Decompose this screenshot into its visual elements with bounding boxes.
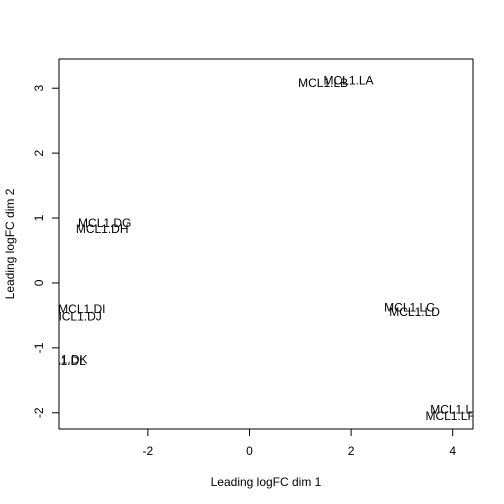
x-axis: -2 0 2 4 [143,429,457,458]
point-label: MCL1.DJ [52,310,102,324]
x-axis-title: Leading logFC dim 1 [211,475,322,489]
y-tick-label: 1 [32,214,46,221]
x-tick-label: -2 [143,444,154,458]
y-tick-label: -2 [32,407,46,418]
y-tick-label: -1 [32,342,46,353]
x-tick-label: 0 [246,444,253,458]
y-axis: -2 -1 0 1 2 3 [32,85,59,419]
x-tick-label: 4 [449,444,456,458]
point-labels: MCL1.LAMCL1.LBMCL1.DGMCL1.DHMCL1.DIMCL1.… [35,73,480,423]
y-tick-label: 0 [32,279,46,286]
point-label: MCL1.DL [35,354,86,368]
point-label: MCL1.LF [425,409,474,423]
y-axis-title: Leading logFC dim 2 [3,188,17,299]
y-tick-label: 3 [32,85,46,92]
point-label: MCL1.DH [76,222,129,236]
point-label: MCL1.LD [389,305,440,319]
y-tick-label: 2 [32,149,46,156]
plot-frame [59,59,473,429]
x-tick-label: 2 [348,444,355,458]
point-label: MCL1.LB [298,76,348,90]
